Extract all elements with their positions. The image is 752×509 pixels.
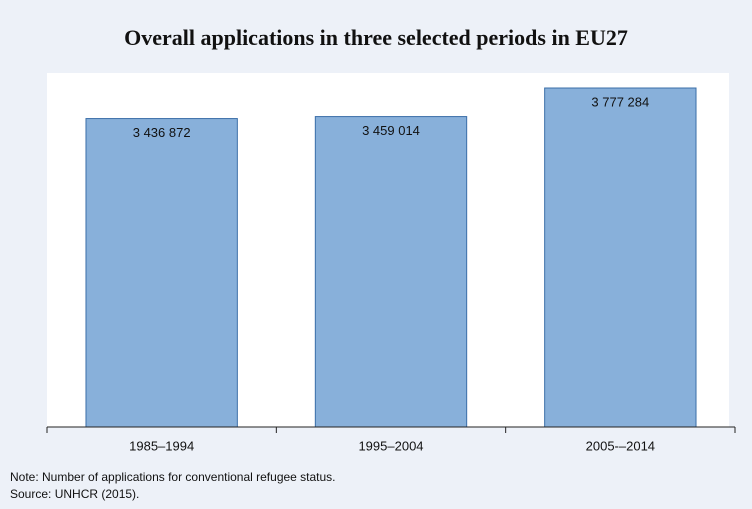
x-tick-label: 2005-–2014 <box>586 438 655 453</box>
data-label: 3 459 014 <box>362 123 420 138</box>
bar <box>85 118 238 428</box>
bar <box>544 87 697 428</box>
bar <box>314 116 468 428</box>
x-tick-label: 1995–2004 <box>358 438 423 453</box>
data-label: 3 436 872 <box>133 125 191 140</box>
source: Source: UNHCR (2015). <box>10 487 139 501</box>
note: Note: Number of applications for convent… <box>10 470 336 484</box>
data-label: 3 777 284 <box>591 94 649 109</box>
x-tick-label: 1985–1994 <box>129 438 194 453</box>
chart-title: Overall applications in three selected p… <box>124 25 628 50</box>
